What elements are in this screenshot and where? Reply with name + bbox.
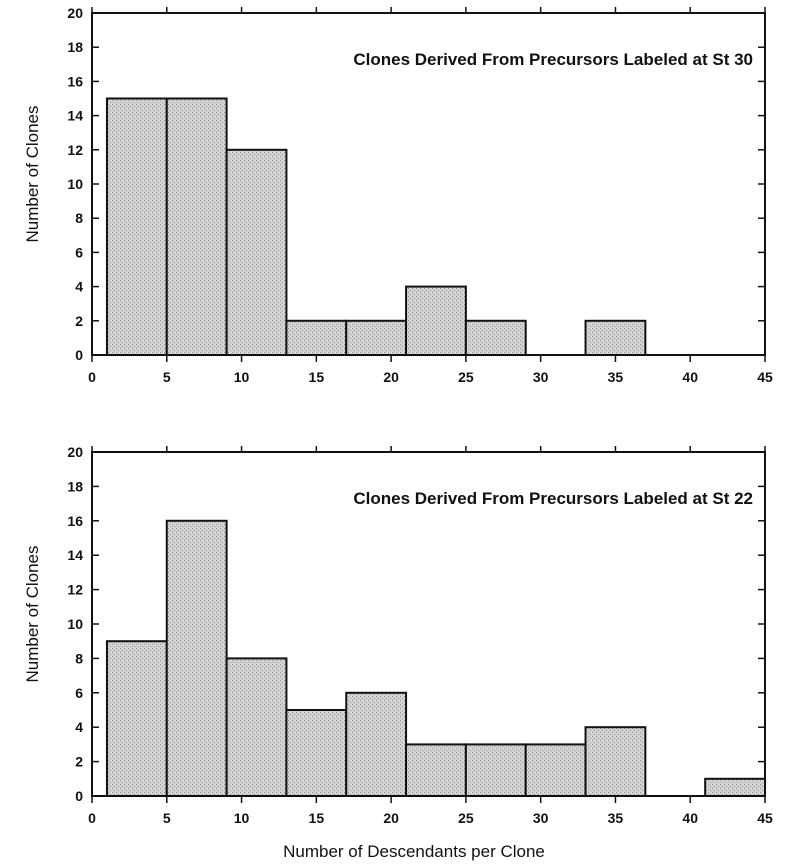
y-tick-label: 2 xyxy=(75,313,83,329)
x-tick-label: 45 xyxy=(757,810,773,826)
x-tick-label: 20 xyxy=(383,810,399,826)
top-plot-frame xyxy=(91,12,766,356)
bottom-chart-title: Clones Derived From Precursors Labeled a… xyxy=(353,489,753,508)
y-tick-label: 16 xyxy=(67,513,83,529)
histogram-bar xyxy=(165,519,228,797)
x-tick-label: 25 xyxy=(458,810,474,826)
histogram-bar xyxy=(584,726,647,798)
y-tick-label: 0 xyxy=(75,347,83,363)
y-tick-label: 8 xyxy=(75,210,83,226)
y-tick-label: 10 xyxy=(67,616,83,632)
histogram-bar xyxy=(405,743,467,798)
top-y-axis-label: Number of Clones xyxy=(23,105,42,242)
histogram-bar xyxy=(285,709,348,797)
y-tick-label: 2 xyxy=(75,754,83,770)
top-histogram-panel: Clones Derived From Precursors Labeled a… xyxy=(23,5,773,385)
x-tick-label: 30 xyxy=(533,369,549,385)
y-tick-label: 14 xyxy=(67,547,83,563)
y-tick-label: 12 xyxy=(67,582,83,598)
histogram-bar xyxy=(225,657,288,798)
top-axis-ticks: 0 2 4 6 8 10 12 14 16 18 20 0 5 10 15 20 25 30 35 40 45 xyxy=(67,5,773,385)
histogram-bar xyxy=(105,97,168,356)
histogram-bar xyxy=(464,743,527,798)
histogram-bar xyxy=(225,148,288,356)
x-tick-label: 20 xyxy=(383,369,399,385)
histogram-bar xyxy=(584,319,647,356)
top-chart-title: Clones Derived From Precursors Labeled a… xyxy=(353,50,753,69)
histogram-bar xyxy=(105,640,168,798)
histogram-bar xyxy=(524,743,587,798)
x-tick-label: 0 xyxy=(88,369,96,385)
histogram-bar xyxy=(345,319,408,356)
x-tick-label: 35 xyxy=(608,810,624,826)
bottom-bars xyxy=(105,519,767,798)
y-tick-label: 12 xyxy=(67,142,83,158)
bottom-histogram-panel: Clones Derived From Precursors Labeled a… xyxy=(23,444,773,826)
x-tick-label: 15 xyxy=(309,810,325,826)
y-tick-label: 4 xyxy=(75,279,83,295)
y-tick-label: 16 xyxy=(67,73,83,89)
histogram-bar xyxy=(464,319,527,356)
x-tick-label: 35 xyxy=(608,369,624,385)
y-tick-label: 4 xyxy=(75,719,83,735)
x-tick-label: 45 xyxy=(757,369,773,385)
x-tick-label: 0 xyxy=(88,810,96,826)
x-tick-label: 25 xyxy=(458,369,474,385)
y-tick-label: 18 xyxy=(67,39,83,55)
y-tick-label: 10 xyxy=(67,176,83,192)
x-tick-label: 30 xyxy=(533,810,549,826)
y-tick-label: 8 xyxy=(75,650,83,666)
bottom-plot-frame xyxy=(91,451,766,797)
x-tick-label: 40 xyxy=(682,810,698,826)
histogram-bar xyxy=(405,285,467,357)
y-tick-label: 6 xyxy=(75,244,83,260)
x-tick-label: 10 xyxy=(234,369,250,385)
y-tick-label: 20 xyxy=(67,5,83,21)
histogram-bar xyxy=(285,319,348,356)
x-tick-label: 15 xyxy=(309,369,325,385)
x-axis-label: Number of Descendants per Clone xyxy=(283,842,545,861)
y-tick-label: 14 xyxy=(67,108,83,124)
y-tick-label: 18 xyxy=(67,478,83,494)
y-tick-label: 6 xyxy=(75,685,83,701)
histogram-bar xyxy=(704,777,767,797)
x-tick-label: 5 xyxy=(163,810,171,826)
histogram-bar xyxy=(345,691,408,797)
x-tick-label: 40 xyxy=(682,369,698,385)
histogram-bar xyxy=(165,97,228,356)
top-bars xyxy=(105,97,647,357)
x-tick-label: 10 xyxy=(234,810,250,826)
y-tick-label: 0 xyxy=(75,788,83,804)
y-tick-label: 20 xyxy=(67,444,83,460)
x-tick-label: 5 xyxy=(163,369,171,385)
bottom-y-axis-label: Number of Clones xyxy=(23,545,42,682)
